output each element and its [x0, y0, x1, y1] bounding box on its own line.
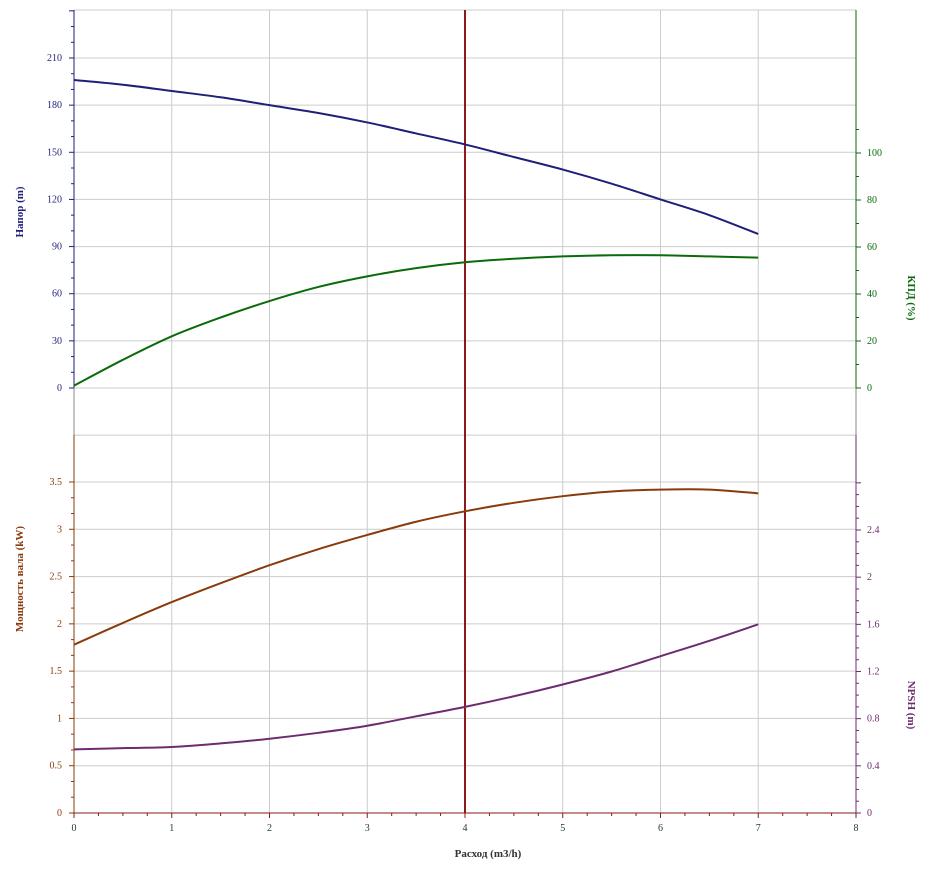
head-tick-label: 210	[47, 53, 62, 64]
x-tick-label: 5	[560, 823, 565, 834]
x-tick-label: 1	[169, 823, 174, 834]
npsh-tick-label: 0.4	[867, 761, 880, 772]
power-axis-title: Мощность вала (kW)	[14, 526, 26, 632]
power-tick-label: 3	[57, 524, 62, 535]
npsh-tick-label: 2.4	[867, 525, 880, 536]
power-tick-label: 1.5	[50, 666, 63, 677]
x-axis-title: Расход (m3/h)	[455, 848, 522, 860]
x-tick-label: 7	[756, 823, 761, 834]
power-tick-label: 0.5	[50, 761, 63, 772]
x-tick-label: 4	[463, 823, 468, 834]
efficiency-tick-label: 80	[867, 195, 877, 206]
power-tick-label: 2	[57, 619, 62, 630]
npsh-tick-label: 1.6	[867, 619, 880, 630]
efficiency-tick-label: 20	[867, 336, 877, 347]
x-tick-label: 3	[365, 823, 370, 834]
power-curve	[73, 488, 759, 646]
npsh-tick-label: 0	[867, 808, 872, 819]
head-tick-label: 60	[52, 289, 62, 300]
power-tick-label: 0	[57, 808, 62, 819]
head-tick-label: 150	[47, 147, 62, 158]
head-tick-label: 90	[52, 242, 62, 253]
head-tick-label: 30	[52, 336, 62, 347]
x-tick-label: 2	[267, 823, 272, 834]
npsh-axis-title: NPSH (m)	[905, 681, 917, 730]
power-tick-label: 1	[57, 713, 62, 724]
power-tick-label: 2.5	[50, 572, 63, 583]
head-tick-label: 120	[47, 194, 62, 205]
head-tick-label: 0	[57, 383, 62, 394]
axis-titles: Напор (m) КПД (%) Мощность вала (kW) NPSH (…	[14, 186, 917, 860]
npsh-tick-label: 0.8	[867, 714, 880, 725]
x-tick-label: 0	[72, 823, 77, 834]
npsh-curve	[73, 623, 759, 751]
x-tick-label: 8	[854, 823, 859, 834]
head-curve	[73, 79, 759, 235]
efficiency-tick-label: 40	[867, 289, 877, 300]
efficiency-tick-label: 60	[867, 242, 877, 253]
tick-labels: 030609012015018021002040608010000.511.52…	[47, 53, 882, 834]
power-tick-label: 3.5	[50, 477, 63, 488]
efficiency-tick-label: 0	[867, 383, 872, 394]
efficiency-axis-title: КПД (%)	[905, 275, 917, 321]
efficiency-curve	[73, 254, 759, 387]
head-tick-label: 180	[47, 100, 62, 111]
series	[73, 10, 759, 813]
efficiency-tick-label: 100	[867, 148, 882, 159]
npsh-tick-label: 1.2	[867, 667, 880, 678]
head-axis-title: Напор (m)	[14, 186, 26, 237]
npsh-tick-label: 2	[867, 572, 872, 583]
x-tick-label: 6	[658, 823, 663, 834]
